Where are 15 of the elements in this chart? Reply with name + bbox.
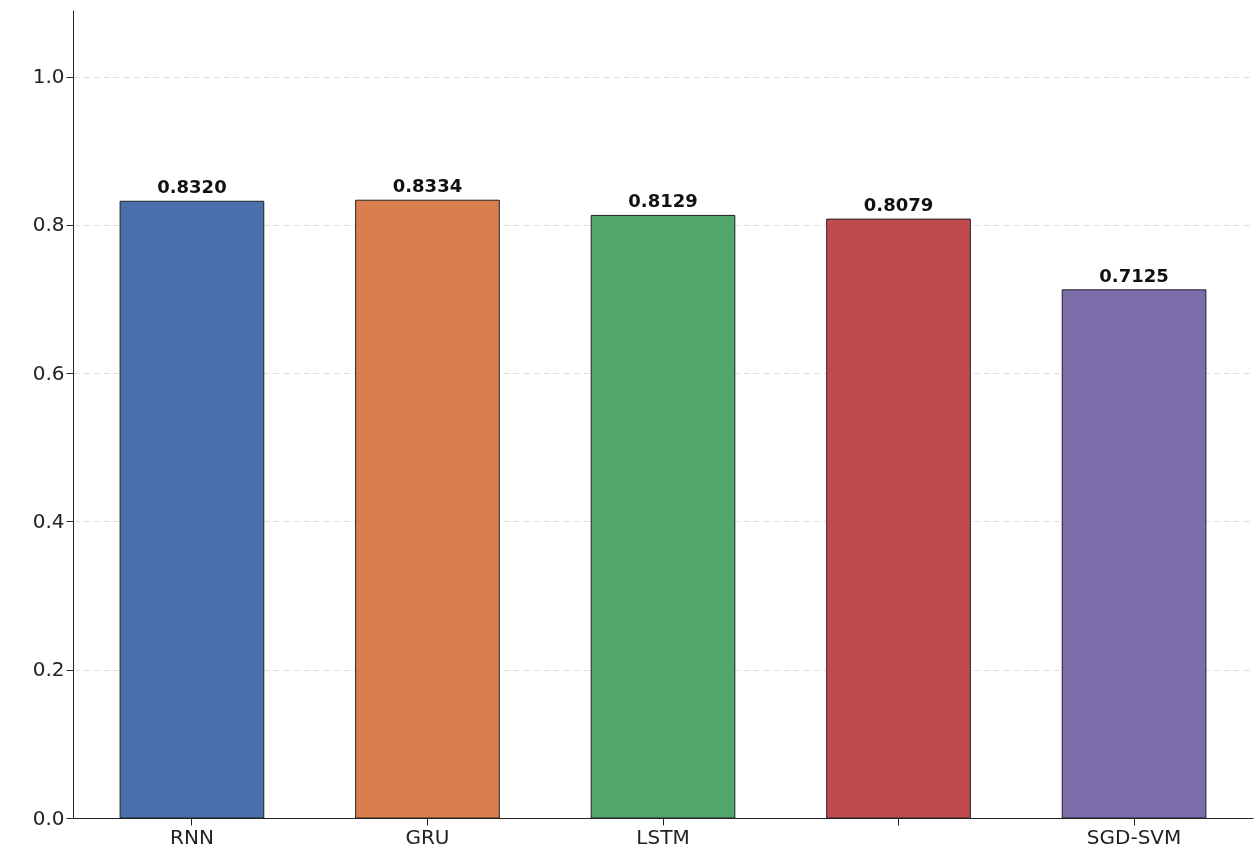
- y-tick-label: 0.0: [32, 805, 65, 830]
- x-tick-label: GRU: [405, 824, 450, 849]
- y-tick-label: 0.8: [32, 212, 65, 237]
- data-label: 0.8320: [157, 176, 227, 198]
- data-label: 0.8079: [863, 194, 934, 216]
- x-tick-label: RNN: [170, 824, 214, 849]
- x-tick-label: SGD-SVM: [1086, 824, 1182, 849]
- y-tick-label: 1.0: [32, 64, 65, 89]
- y-tick-label: 0.4: [32, 508, 65, 533]
- y-tick-label: 0.6: [32, 360, 65, 385]
- data-label: 0.8129: [628, 190, 698, 212]
- data-label: 0.8334: [392, 175, 463, 197]
- data-label: 0.7125: [1099, 264, 1169, 286]
- y-tick-label: 0.2: [32, 657, 65, 682]
- x-tick-label: LSTM: [636, 824, 690, 849]
